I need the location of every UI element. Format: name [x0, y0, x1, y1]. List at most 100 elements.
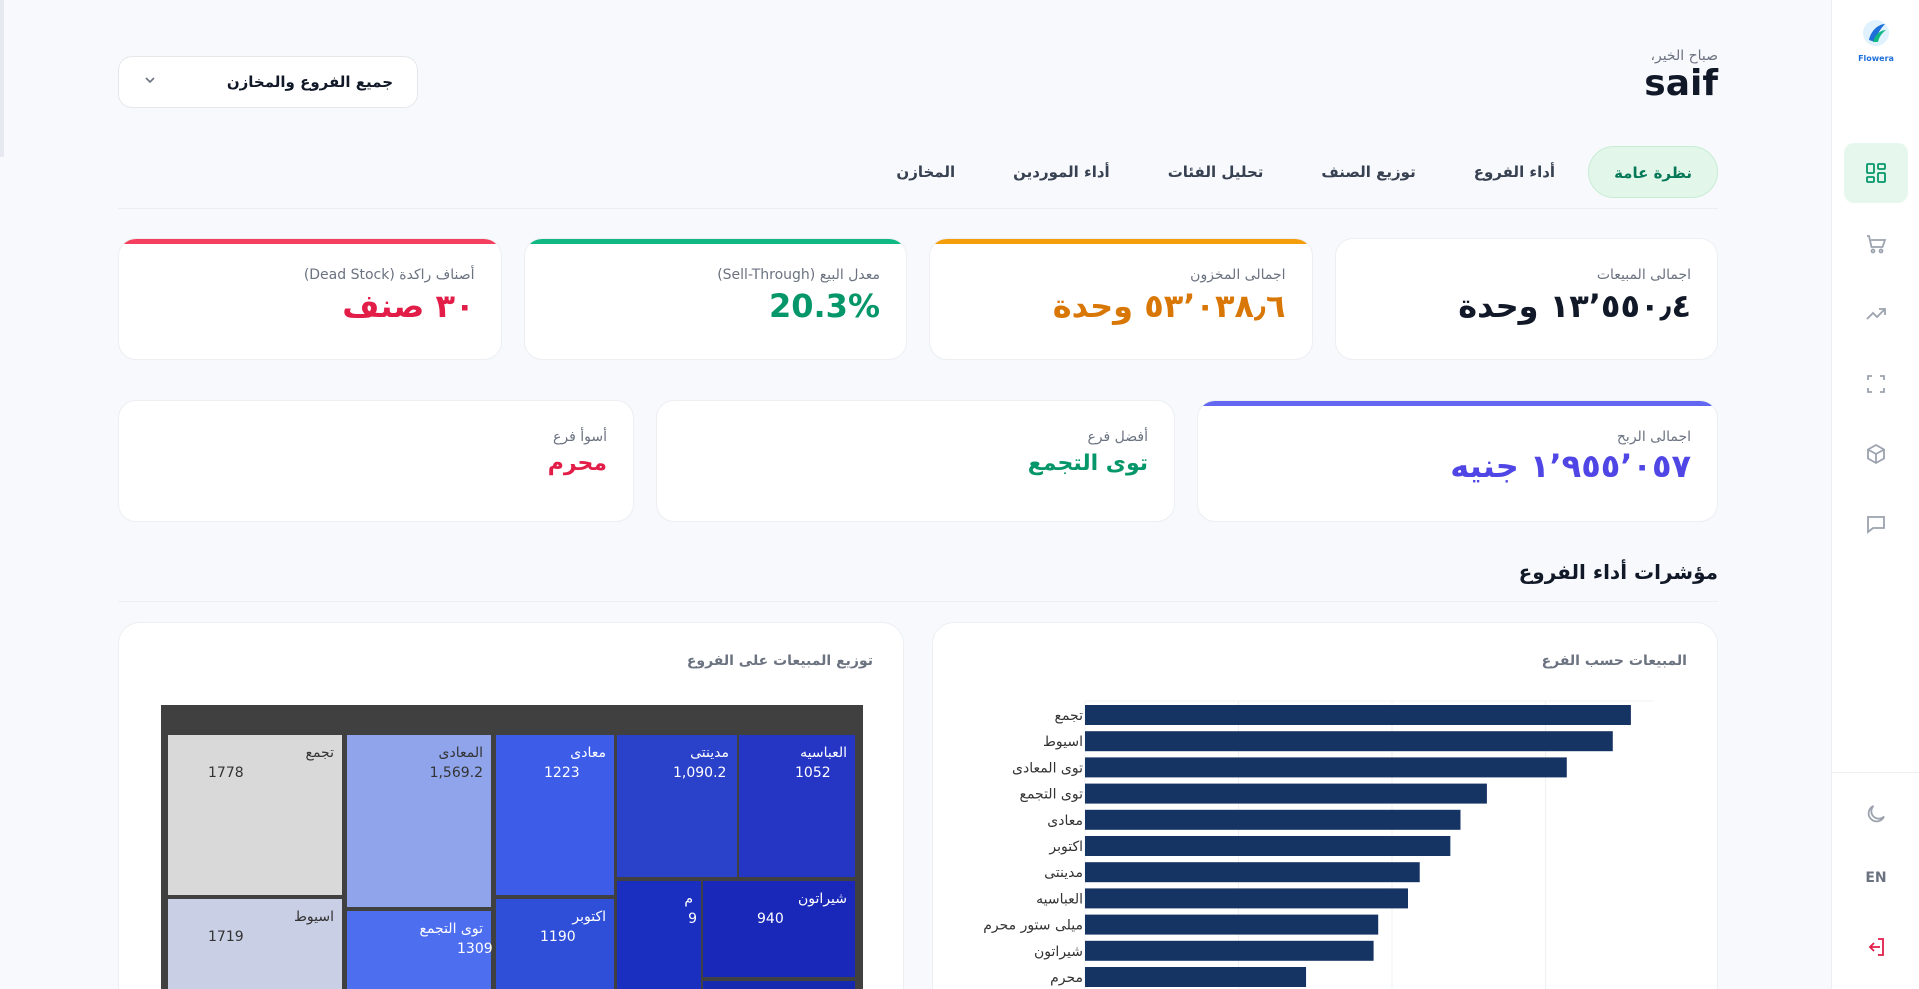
treemap-tile[interactable] — [496, 735, 614, 895]
kpi-value: ٣٠ صنف — [342, 287, 475, 325]
branch-filter-select[interactable]: جميع الفروع والمخازن — [118, 56, 418, 108]
nav-inventory[interactable] — [1854, 432, 1898, 476]
kpi-row: اجمالى المبيعات ١٣٬٥٥٠٫٤ وحدة اجمالى الم… — [118, 238, 1718, 360]
treemap-tile[interactable] — [168, 899, 342, 989]
bar-category-label: اسيوط — [1043, 734, 1083, 750]
kpi-best-branch: أفضل فرع توى التجمع — [656, 400, 1175, 522]
kpi-total-sales: اجمالى المبيعات ١٣٬٥٥٠٫٤ وحدة — [1334, 238, 1718, 360]
treemap-tile-label: شيراتون — [798, 891, 847, 907]
treemap-tile-label: م — [684, 891, 693, 907]
treemap-tile[interactable] — [347, 911, 491, 989]
treemap-tile-value: 1778 — [208, 765, 244, 781]
nav-trends[interactable] — [1854, 292, 1898, 336]
kpi-label: معدل البيع (Sell-Through) — [717, 267, 880, 283]
bar[interactable] — [1085, 757, 1567, 778]
box-icon — [1867, 443, 1885, 465]
nav-scan[interactable] — [1854, 362, 1898, 406]
bar-category-label: توى المعادى — [1012, 760, 1083, 776]
kpi-row-secondary: اجمالى الربح ١٬٩٥٥٬٠٥٧ جنيه أفضل فرع توى… — [118, 400, 1718, 522]
kpi-label: اجمالى المبيعات — [1596, 267, 1691, 283]
kpi-dead-stock: أصناف راكدة (Dead Stock) ٣٠ صنف — [118, 238, 502, 360]
app-logo[interactable]: Flowera — [1858, 18, 1894, 63]
kpi-accent-bar — [1198, 401, 1717, 406]
bar[interactable] — [1085, 940, 1374, 961]
treemap-tile-value: 9 — [688, 911, 697, 927]
bar[interactable] — [1085, 967, 1307, 987]
bar[interactable] — [1085, 809, 1461, 830]
logout-icon — [1868, 938, 1884, 956]
bar[interactable] — [1085, 783, 1487, 804]
kpi-value: ١٣٬٥٥٠٫٤ وحدة — [1458, 287, 1691, 325]
kpi-label: اجمالى المخزون — [1190, 267, 1286, 283]
sales-distribution-panel: توزيع المبيعات على الفروع تجمع 1778 المعاد… — [118, 622, 904, 989]
bar-category-label: محرم — [1050, 970, 1083, 986]
kpi-value: محرم — [547, 451, 607, 476]
bar[interactable] — [1085, 888, 1408, 909]
treemap-tile[interactable] — [496, 899, 614, 989]
main-content: صباح الخير، saif جميع الفروع والمخازن نظ… — [118, 0, 1718, 989]
treemap-tile-label: اسيوط — [294, 909, 334, 925]
chat-icon — [1867, 516, 1885, 534]
sales-by-branch-chart: تجمع اسيوط توى المعادى توى التجمع معادى اكتوب… — [983, 700, 1653, 989]
treemap-tile[interactable] — [703, 981, 855, 989]
treemap-tile[interactable] — [617, 881, 701, 989]
treemap-tile-label: مدينتى — [690, 745, 729, 761]
logo-icon — [1863, 20, 1889, 46]
section-title: مؤشرات أداء الفروع — [1518, 560, 1718, 584]
bar-category-label: معادى — [1047, 813, 1083, 829]
moon-icon — [1867, 805, 1885, 823]
bar-category-label: مدينتى — [1044, 865, 1083, 881]
logo-text: Flowera — [1858, 54, 1894, 63]
tab-overview[interactable]: نظرة عامة — [1588, 146, 1718, 198]
treemap-tile-value: 1052 — [795, 765, 831, 781]
bar[interactable] — [1085, 705, 1631, 725]
tabs-divider — [118, 208, 1718, 209]
theme-toggle[interactable] — [1854, 792, 1898, 836]
kpi-label: أسوأ فرع — [553, 429, 607, 445]
panel-title: المبيعات حسب الفرع — [1541, 653, 1687, 669]
kpi-label: اجمالى الربح — [1616, 429, 1691, 445]
kpi-worst-branch: أسوأ فرع محرم — [118, 400, 634, 522]
left-edge-accent — [0, 0, 4, 157]
bar[interactable] — [1085, 836, 1451, 856]
treemap-tile[interactable] — [703, 881, 855, 977]
kpi-value: توى التجمع — [1027, 451, 1148, 476]
bar[interactable] — [1085, 731, 1613, 752]
kpi-sell-through: معدل البيع (Sell-Through) 20.3% — [523, 238, 907, 360]
cart-icon — [1867, 235, 1887, 254]
bar[interactable] — [1085, 862, 1420, 883]
bar[interactable] — [1085, 914, 1379, 935]
sales-by-branch-panel: المبيعات حسب الفرع تجمع اسيوط توى المعادى ت… — [932, 622, 1718, 989]
treemap-tile-value: 1190 — [540, 929, 576, 945]
tab-category-analysis[interactable]: تحليل الفئات — [1167, 163, 1264, 181]
tab-bar: نظرة عامة أداء الفروع توزيع الصنف تحليل … — [871, 146, 1718, 198]
logout-button[interactable] — [1854, 925, 1898, 969]
nav-cart[interactable] — [1854, 222, 1898, 266]
greeting-block: صباح الخير، saif — [1644, 48, 1718, 104]
tab-branch-performance[interactable]: أداء الفروع — [1473, 163, 1556, 181]
treemap-tile[interactable] — [347, 735, 491, 907]
language-toggle[interactable]: EN — [1865, 870, 1887, 886]
treemap-tile-value: 940 — [757, 911, 784, 927]
user-name: saif — [1644, 63, 1718, 104]
treemap-tile-value: 1309 — [457, 941, 493, 957]
kpi-value: ١٬٩٥٥٬٠٥٧ جنيه — [1450, 447, 1691, 485]
bar-category-label: شيراتون — [1034, 944, 1083, 960]
bar-category-label: اكتوبر — [1048, 839, 1083, 855]
treemap-tile[interactable] — [168, 735, 342, 895]
nav-dashboard[interactable] — [1844, 143, 1908, 203]
treemap-tile[interactable] — [739, 735, 855, 877]
bar-category-label: تجمع — [1055, 708, 1084, 724]
sales-distribution-treemap: تجمع 1778 المعادى 1,569.2 معادى 1223 مدينتى 1,0… — [161, 705, 863, 989]
treemap-tile-value: 1,569.2 — [430, 765, 483, 781]
treemap-tile-label: تجمع — [306, 745, 335, 761]
tab-warehouses[interactable]: المخازن — [896, 163, 956, 181]
kpi-label: أفضل فرع — [1087, 429, 1148, 445]
kpi-label: أصناف راكدة (Dead Stock) — [303, 267, 475, 283]
greeting-text: صباح الخير، — [1650, 48, 1718, 64]
nav-messages[interactable] — [1854, 502, 1898, 546]
tab-item-distribution[interactable]: توزيع الصنف — [1321, 163, 1416, 181]
treemap-tile[interactable] — [617, 735, 737, 877]
tab-supplier-performance[interactable]: أداء الموردين — [1013, 163, 1110, 181]
bar-category-label: توى التجمع — [1020, 787, 1084, 803]
